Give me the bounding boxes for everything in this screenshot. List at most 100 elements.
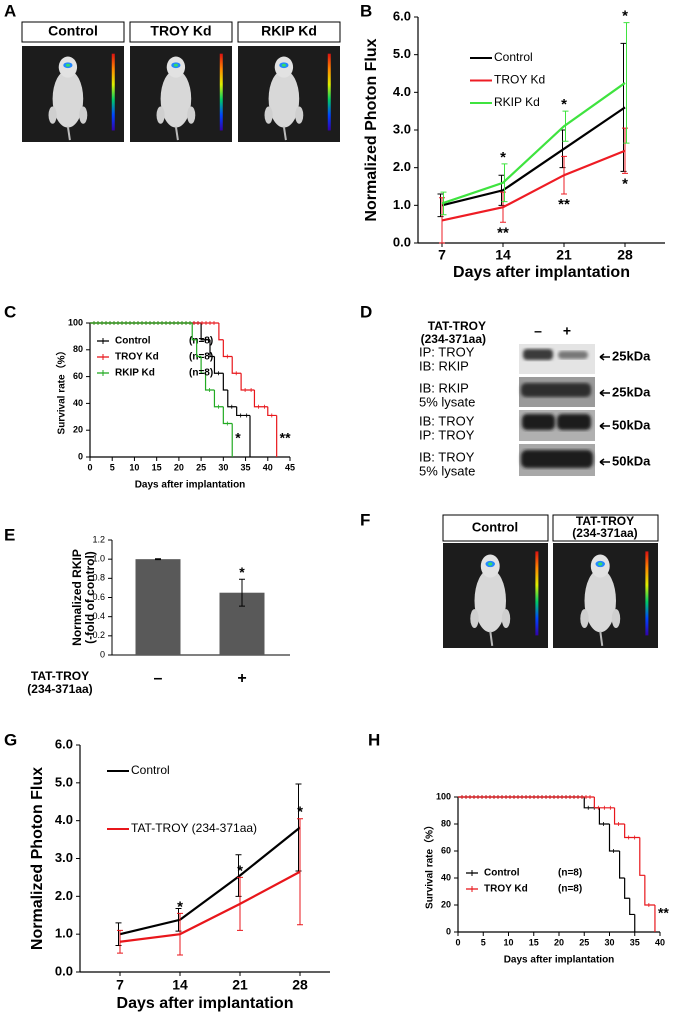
y-axis-title: Normalized Photon Flux bbox=[29, 767, 46, 950]
mouse-leg bbox=[187, 106, 196, 124]
survival-step bbox=[200, 356, 206, 374]
panel-label: A bbox=[4, 1, 16, 20]
error-bar bbox=[239, 578, 245, 607]
x-axis-title: Days after implantation bbox=[117, 995, 294, 1012]
blot-label: 5% lysate bbox=[419, 463, 475, 478]
legend-n: (n=8) bbox=[189, 368, 213, 379]
x-tick-label: 5 bbox=[481, 937, 486, 947]
lane-label: – bbox=[534, 323, 542, 339]
y-tick-label: 40 bbox=[441, 872, 451, 882]
mouse-leg bbox=[79, 106, 88, 124]
significance-mark: ** bbox=[497, 224, 509, 241]
y-tick-label: 0.0 bbox=[393, 234, 411, 249]
y-tick-label: 6.0 bbox=[55, 736, 73, 751]
survival-step bbox=[196, 339, 202, 358]
survival-step bbox=[644, 875, 655, 906]
blot-label: IB: TROY bbox=[419, 449, 475, 464]
legend-label: RKIP Kd bbox=[494, 95, 540, 109]
y-tick-label: 2.0 bbox=[393, 159, 411, 174]
color-scale bbox=[645, 551, 649, 636]
legend-n: (n=8) bbox=[189, 336, 213, 347]
x-axis-title: (234-371aa) bbox=[27, 682, 92, 696]
mouse-leg bbox=[470, 609, 479, 629]
y-tick-label: 0.4 bbox=[92, 611, 105, 621]
significance-mark: ** bbox=[658, 905, 669, 921]
y-tick-label: 0.0 bbox=[55, 963, 73, 978]
y-tick-label: 0 bbox=[78, 451, 83, 461]
label-box bbox=[552, 514, 659, 542]
signal-core bbox=[598, 562, 603, 566]
series-line bbox=[119, 870, 301, 943]
survival-step bbox=[222, 373, 228, 391]
condition-label: RKIP Kd bbox=[261, 23, 317, 39]
x-tick-label: 10 bbox=[129, 462, 139, 472]
y-tick-label: 20 bbox=[441, 899, 451, 909]
x-tick-label: 14 bbox=[172, 977, 188, 993]
signal-core bbox=[65, 63, 70, 67]
x-tick-label: 28 bbox=[617, 247, 633, 263]
survival-step bbox=[222, 406, 233, 425]
panel-label: D bbox=[360, 302, 372, 321]
survival-step bbox=[583, 797, 600, 809]
arrow bbox=[599, 389, 610, 397]
y-axis-title: Normalized Photon Flux bbox=[363, 38, 380, 221]
lane-label: + bbox=[563, 323, 571, 339]
mouse-leg bbox=[295, 106, 304, 124]
mouse-body bbox=[52, 70, 84, 128]
mouse-body bbox=[584, 569, 616, 633]
survival-step bbox=[213, 390, 224, 408]
mouse-tail bbox=[282, 126, 287, 141]
survival-step bbox=[191, 323, 197, 341]
arrow bbox=[599, 422, 610, 430]
survival-step bbox=[629, 898, 635, 916]
y-tick-label: 80 bbox=[441, 818, 451, 828]
legend-label: TROY Kd bbox=[494, 73, 545, 87]
x-tick-label: 45 bbox=[285, 462, 295, 472]
y-tick-label: 4.0 bbox=[55, 812, 73, 827]
color-scale bbox=[219, 53, 223, 131]
mouse-leg bbox=[611, 609, 621, 629]
survival-step bbox=[593, 797, 615, 809]
condition-label: TAT-TROY bbox=[576, 514, 634, 528]
arrow bbox=[599, 458, 610, 466]
significance-mark: * bbox=[297, 804, 303, 821]
treatment-label: TAT-TROY bbox=[428, 319, 486, 333]
condition-label: (234-371aa) bbox=[572, 526, 637, 540]
significance-mark: * bbox=[622, 8, 628, 25]
blot-label: IB: RKIP bbox=[419, 358, 469, 373]
panel-label: C bbox=[4, 302, 16, 321]
label-box bbox=[21, 21, 125, 43]
x-tick-label: 28 bbox=[292, 977, 308, 993]
label-box bbox=[129, 21, 233, 43]
x-tick-label: 7 bbox=[438, 247, 446, 263]
y-tick-label: 4.0 bbox=[393, 84, 411, 99]
mouse-leg bbox=[156, 106, 165, 124]
series-line bbox=[441, 149, 626, 222]
x-tick-label: 0 bbox=[87, 462, 92, 472]
y-axis-title: Survival rate（%） bbox=[55, 346, 68, 435]
error-bar bbox=[297, 818, 303, 926]
y-tick-label: 3.0 bbox=[393, 121, 411, 136]
legend-label: TROY Kd bbox=[115, 352, 159, 363]
survival-step bbox=[200, 323, 210, 341]
x-tick-label: + bbox=[237, 670, 246, 687]
y-tick-label: 6.0 bbox=[393, 8, 411, 23]
blot-label: 5% lysate bbox=[419, 394, 475, 409]
significance-mark: ** bbox=[558, 196, 570, 213]
color-scale bbox=[535, 551, 539, 636]
panel-label: E bbox=[4, 525, 15, 544]
x-axis-title: TAT-TROY bbox=[31, 669, 89, 683]
y-axis-title: (-fold of control) bbox=[83, 551, 97, 644]
x-tick-label: 7 bbox=[116, 977, 124, 993]
panel-label: B bbox=[360, 1, 372, 20]
mouse-leg bbox=[580, 609, 589, 629]
western-blot: TAT-TROY (234-371aa) – + bbox=[421, 319, 595, 476]
x-tick-label: 40 bbox=[655, 937, 665, 947]
significance-mark: * bbox=[177, 898, 183, 915]
x-tick-label: 20 bbox=[174, 462, 184, 472]
y-tick-label: 1.0 bbox=[393, 197, 411, 212]
mouse-tail bbox=[489, 631, 494, 647]
color-scale bbox=[111, 53, 115, 131]
mouse-body bbox=[474, 569, 506, 633]
blot-label: IB: TROY bbox=[419, 413, 475, 428]
